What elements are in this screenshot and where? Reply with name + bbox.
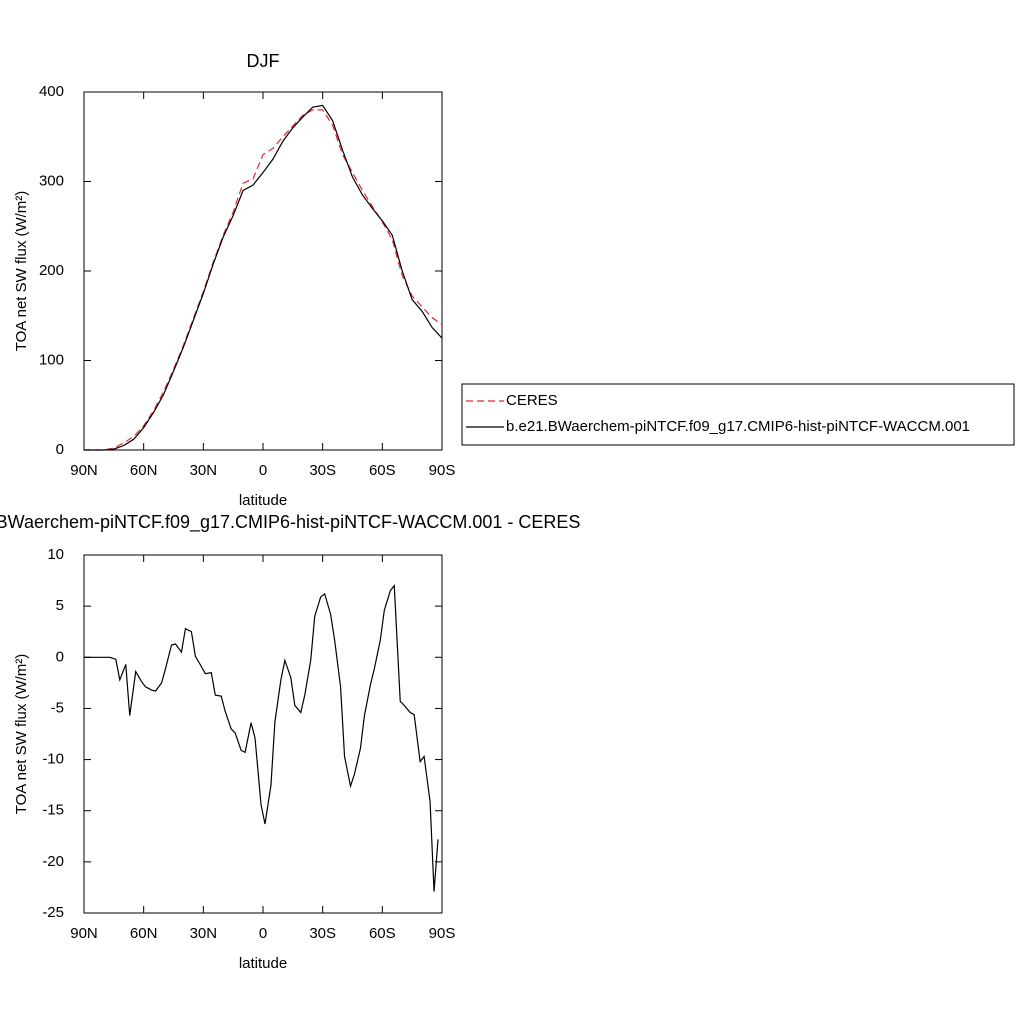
chart-title: DJF bbox=[247, 51, 280, 71]
y-tick-label: 0 bbox=[56, 441, 64, 458]
series-line bbox=[84, 584, 439, 892]
y-tick-label: -20 bbox=[42, 853, 64, 870]
y-tick-label: 200 bbox=[39, 262, 64, 279]
y-tick-label: 5 bbox=[56, 597, 64, 614]
y-axis-label: TOA net SW flux (W/m²) bbox=[13, 191, 30, 352]
x-tick-label: 30S bbox=[309, 925, 336, 942]
y-tick-label: -15 bbox=[42, 802, 64, 819]
series-line bbox=[84, 109, 443, 451]
y-tick-label: 100 bbox=[39, 351, 64, 368]
y-tick-label: 10 bbox=[47, 546, 64, 563]
legend-label: b.e21.BWaerchem-piNTCF.f09_g17.CMIP6-his… bbox=[506, 418, 970, 435]
plot-frame bbox=[83, 554, 443, 914]
x-axis-label: latitude bbox=[239, 492, 287, 509]
x-tick-label: 60N bbox=[130, 925, 158, 942]
x-tick-label: 60S bbox=[369, 925, 396, 942]
x-tick-label: 0 bbox=[259, 925, 267, 942]
x-tick-label: 30N bbox=[190, 925, 218, 942]
x-tick-label: 90N bbox=[70, 925, 98, 942]
x-tick-label: 30S bbox=[309, 462, 336, 479]
chart-title: b.e21.BWaerchem-piNTCF.f09_g17.CMIP6-his… bbox=[0, 512, 580, 533]
y-tick-label: 300 bbox=[39, 172, 64, 189]
x-tick-label: 0 bbox=[259, 462, 267, 479]
x-tick-label: 90S bbox=[429, 462, 456, 479]
y-tick-label: 0 bbox=[56, 648, 64, 665]
series-line bbox=[84, 104, 443, 451]
legend-box bbox=[461, 383, 1015, 446]
y-axis-label: TOA net SW flux (W/m²) bbox=[13, 654, 30, 815]
y-tick-label: -10 bbox=[42, 751, 64, 768]
y-tick-label: 400 bbox=[39, 83, 64, 100]
y-tick-label: -25 bbox=[42, 904, 64, 921]
plot-frame bbox=[83, 91, 443, 451]
x-tick-label: 90N bbox=[70, 462, 98, 479]
x-tick-label: 30N bbox=[190, 462, 218, 479]
x-tick-label: 90S bbox=[429, 925, 456, 942]
y-tick-label: -5 bbox=[51, 699, 64, 716]
x-tick-label: 60N bbox=[130, 462, 158, 479]
x-tick-label: 60S bbox=[369, 462, 396, 479]
legend-label: CERES bbox=[506, 392, 558, 409]
x-axis-label: latitude bbox=[239, 955, 287, 972]
